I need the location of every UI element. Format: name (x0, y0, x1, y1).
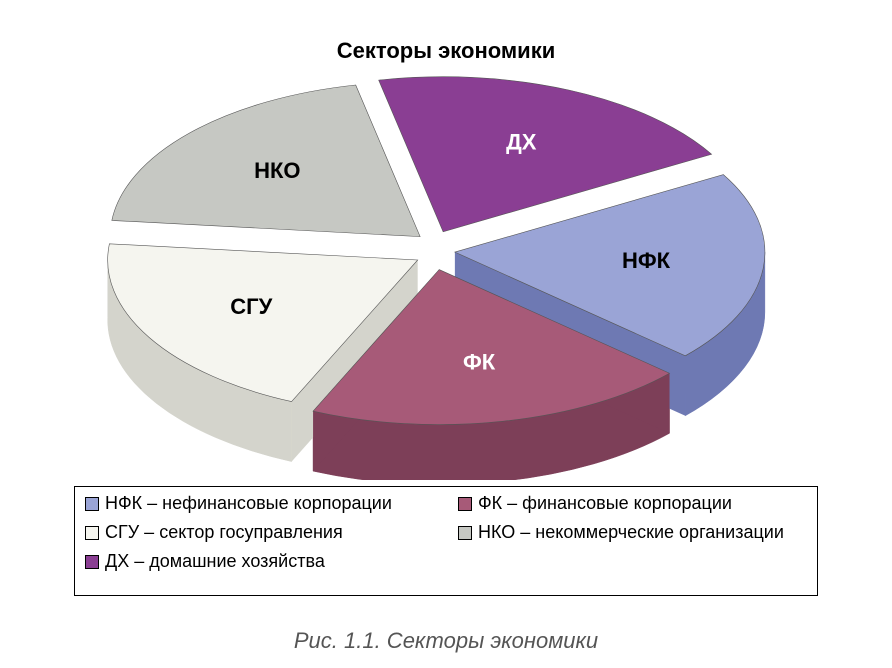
legend-text: НКО – некоммерческие организации (478, 522, 784, 543)
legend-item: ДХ – домашние хозяйства (85, 551, 434, 572)
slice-label-nko: НКО (254, 158, 300, 183)
legend-swatch (458, 497, 472, 511)
legend-text: ДХ – домашние хозяйства (105, 551, 325, 572)
slice-label-dkh: ДХ (506, 130, 537, 155)
legend-text: ФК – финансовые корпорации (478, 493, 732, 514)
legend-swatch (458, 526, 472, 540)
pie-chart: НФК ФК СГУ НКО ДХ (0, 0, 892, 480)
figure-caption: Рис. 1.1. Секторы экономики (0, 628, 892, 654)
slice-label-fk: ФК (463, 349, 496, 374)
legend: НФК – нефинансовые корпорации ФК – финанс… (74, 486, 818, 596)
legend-item: ФК – финансовые корпорации (458, 493, 807, 514)
legend-item: НКО – некоммерческие организации (458, 522, 807, 543)
slice-label-sgu: СГУ (230, 294, 272, 319)
legend-item: НФК – нефинансовые корпорации (85, 493, 434, 514)
legend-swatch (85, 555, 99, 569)
slice-label-nfk: НФК (622, 248, 671, 273)
legend-swatch (85, 526, 99, 540)
legend-text: СГУ – сектор госуправления (105, 522, 343, 543)
legend-swatch (85, 497, 99, 511)
legend-text: НФК – нефинансовые корпорации (105, 493, 392, 514)
legend-item: СГУ – сектор госуправления (85, 522, 434, 543)
